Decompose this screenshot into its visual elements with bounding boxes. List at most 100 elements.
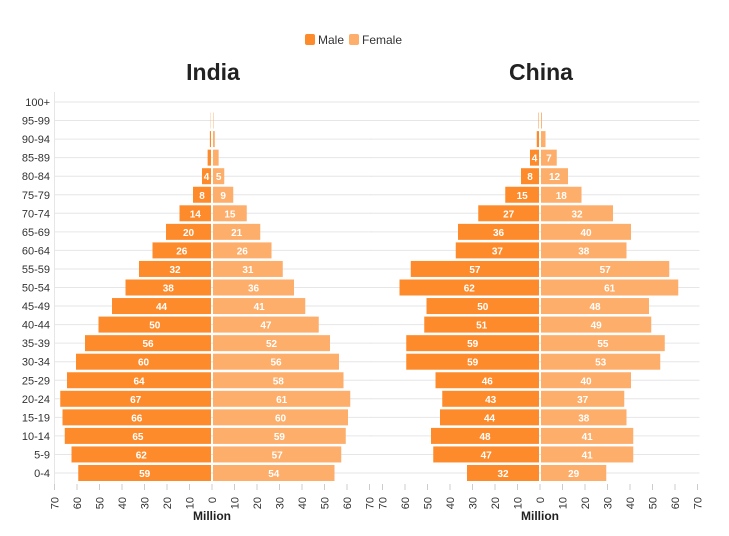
china-male-bar	[440, 409, 539, 426]
china-male-value-label: 36	[493, 228, 505, 239]
india-male-value-label: 59	[139, 469, 151, 480]
india-x-tick-label: 0	[207, 497, 219, 503]
china-male-bar	[458, 223, 539, 240]
y-tick-label: 50-54	[22, 283, 50, 295]
china-x-tick-label: 30	[603, 497, 615, 509]
india-x-tick-label: 60	[72, 497, 84, 509]
china-female-bar	[541, 372, 631, 389]
china-x-tick-label: 50	[648, 497, 660, 509]
india-female-value-label: 57	[272, 450, 284, 461]
china-x-axis-label: Million	[521, 509, 559, 523]
y-tick-label: 90-94	[22, 134, 50, 146]
india-x-tick-label: 30	[140, 497, 152, 509]
india-x-axis-label: Million	[193, 509, 231, 523]
china-female-bar	[541, 316, 652, 333]
china-x-tick-label: 20	[490, 497, 502, 509]
y-tick-label: 60-64	[22, 245, 50, 257]
y-tick-label: 20-24	[22, 394, 50, 406]
y-tick-label: 70-74	[22, 208, 50, 220]
india-x-tick-label: 70	[50, 497, 62, 509]
india-male-value-label: 8	[199, 191, 205, 202]
china-x-tick-label: 20	[580, 497, 592, 509]
china-male-bar	[536, 131, 539, 148]
india-male-value-label: 50	[149, 321, 161, 332]
china-male-value-label: 62	[464, 284, 476, 295]
india-female-bar	[213, 409, 348, 426]
china-male-value-label: 57	[469, 265, 481, 276]
india-x-tick-label: 10	[230, 497, 242, 509]
india-female-value-label: 26	[237, 246, 249, 257]
india-x-tick-label: 20	[252, 497, 264, 509]
china-x-tick-label: 60	[670, 497, 682, 509]
china-female-value-label: 40	[580, 376, 592, 387]
legend-label-male: Male	[318, 33, 344, 47]
india-x-tick-label: 10	[185, 497, 197, 509]
china-female-value-label: 48	[589, 302, 601, 313]
india-female-value-label: 61	[276, 395, 288, 406]
china-x-tick-label: 60	[400, 497, 412, 509]
india-female-bar	[213, 465, 335, 481]
india-female-bar	[213, 149, 219, 166]
india-female-value-label: 31	[242, 265, 254, 276]
india-female-bar	[213, 298, 306, 315]
y-tick-label: 40-44	[22, 320, 50, 332]
india-female-value-label: 60	[275, 413, 287, 424]
india-male-bar	[64, 427, 211, 444]
india-x-tick-label: 70	[365, 497, 377, 509]
india-male-value-label: 64	[133, 376, 145, 387]
china-male-value-label: 8	[527, 172, 533, 183]
china-female-bar	[541, 168, 568, 185]
india-male-bar	[98, 316, 211, 333]
china-male-bar	[478, 205, 539, 222]
y-tick-label: 55-59	[22, 264, 50, 276]
india-male-bar	[85, 335, 211, 352]
legend-swatch-female	[349, 34, 359, 45]
india-female-bar	[213, 353, 339, 370]
china-female-value-label: 32	[571, 209, 583, 220]
y-tick-label: 75-79	[22, 190, 50, 202]
india-female-value-label: 54	[268, 469, 280, 480]
legend-label-female: Female	[362, 33, 402, 47]
india-male-bar	[139, 260, 211, 277]
india-male-value-label: 32	[169, 265, 181, 276]
india-female-bar	[213, 446, 342, 463]
china-male-value-label: 44	[484, 413, 496, 424]
india-male-value-label: 20	[183, 228, 195, 239]
y-tick-label: 25-29	[22, 375, 50, 387]
china-female-value-label: 55	[597, 339, 609, 350]
china-male-bar	[424, 316, 539, 333]
india-male-value-label: 14	[190, 209, 202, 220]
china-female-bar	[541, 298, 649, 315]
india-female-value-label: 59	[274, 432, 286, 443]
india-male-value-label: 65	[132, 432, 144, 443]
china-male-bar	[399, 279, 539, 296]
india-male-bar	[60, 390, 211, 407]
india-title: India	[186, 59, 240, 85]
china-male-value-label: 46	[482, 376, 494, 387]
china-male-value-label: 43	[485, 395, 497, 406]
y-tick-label: 35-39	[22, 338, 50, 350]
china-female-value-label: 38	[578, 413, 590, 424]
china-male-value-label: 51	[476, 321, 488, 332]
y-tick-label: 30-34	[22, 357, 50, 369]
india-male-value-label: 4	[204, 172, 210, 183]
china-x-tick-label: 10	[558, 497, 570, 509]
china-male-value-label: 48	[479, 432, 491, 443]
y-tick-label: 65-69	[22, 227, 50, 239]
india-male-value-label: 56	[142, 339, 154, 350]
india-female-value-label: 56	[270, 358, 282, 369]
china-male-bar	[521, 168, 539, 185]
china-male-bar	[435, 372, 539, 389]
china-female-value-label: 7	[546, 154, 552, 165]
china-title: China	[509, 59, 573, 85]
china-male-bar	[442, 390, 539, 407]
india-female-bar	[213, 186, 234, 203]
china-male-value-label: 4	[532, 154, 538, 165]
china-female-value-label: 49	[591, 321, 603, 332]
china-male-bar	[406, 335, 539, 352]
india-male-bar	[207, 149, 211, 166]
india-x-tick-label: 50	[95, 497, 107, 509]
india-x-tick-label: 30	[275, 497, 287, 509]
y-tick-label: 100+	[25, 97, 50, 109]
